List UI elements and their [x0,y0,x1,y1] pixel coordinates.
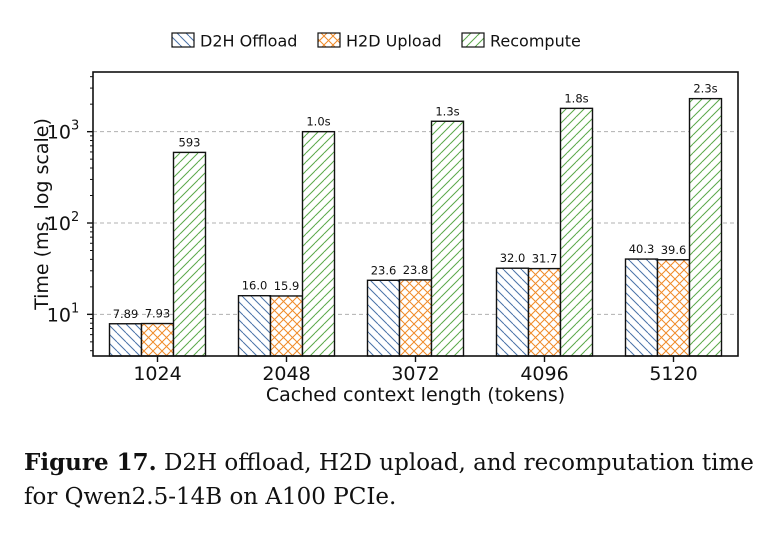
caption-text: D2H offload, H2D upload, and recomputati… [24,450,754,510]
x-axis-ticks: 1024 2048 3072 4096 5120 [133,356,698,385]
x-tick-label: 1024 [133,363,181,385]
legend-label: Recompute [490,32,581,51]
bar-value-label: 23.8 [403,263,429,277]
bar-value-label: 40.3 [629,242,655,256]
bar-value-label: 593 [179,135,201,149]
bar-value-label: 31.7 [532,252,558,266]
bar-value-label: 39.6 [661,243,687,257]
y-tick-label: 102 [47,210,79,235]
legend: D2H Offload H2D Upload Recompute [171,32,581,51]
bar-cross [527,267,562,357]
bar-diag-back [366,279,401,357]
bar-diag-back [108,323,143,357]
bar-diag-back [624,258,659,357]
x-tick-label: 2048 [262,363,310,385]
bar-cross [269,295,304,357]
bar-value-label: 7.93 [145,307,171,321]
bar-value-label: 2.3s [693,82,717,96]
y-tick-label: 103 [47,119,79,144]
bar-diag-fwd [172,151,207,357]
bar-diag-fwd [430,120,465,357]
y-axis-label: Time (ms, log scale) [31,118,53,311]
bar-value-label: 32.0 [500,251,526,265]
bars [108,97,723,357]
y-axis-ticks: 101 102 103 [47,76,93,352]
bar-value-label: 1.3s [435,104,459,118]
bar-value-label: 1.0s [306,115,330,129]
x-axis-label: Cached context length (tokens) [266,384,565,406]
x-tick-label: 3072 [391,363,439,385]
bar-labels: 7.89 7.93 593 16.0 15.9 1.0s 23.6 23.8 1.3s 32.0 3… [113,82,718,321]
bar-value-label: 23.6 [371,263,397,277]
bar-diag-fwd [301,130,336,357]
legend-label: H2D Upload [346,32,442,51]
bar-value-label: 7.89 [113,307,139,321]
bar-value-label: 15.9 [274,279,300,293]
bar-cross [398,279,433,357]
bar-cross [656,259,691,357]
x-tick-label: 4096 [520,363,568,385]
bar-cross [140,322,175,357]
legend-label: D2H Offload [200,32,297,51]
legend-swatch [461,32,485,48]
caption-label: Figure 17. [24,449,157,476]
bar-diag-back [237,295,272,357]
figure-caption: Figure 17. D2H offload, H2D upload, and … [24,446,754,514]
bar-diag-back [495,267,530,357]
chart: D2H Offload H2D Upload Recompute 7.89 7.93 5… [31,32,739,406]
bar-diag-fwd [688,97,723,357]
x-tick-label: 5120 [649,363,697,385]
legend-swatch [317,32,341,48]
bar-value-label: 16.0 [242,279,268,293]
bar-value-label: 1.8s [564,91,588,105]
bar-diag-fwd [559,107,594,357]
legend-swatch [171,32,195,48]
y-tick-label: 101 [47,301,79,326]
